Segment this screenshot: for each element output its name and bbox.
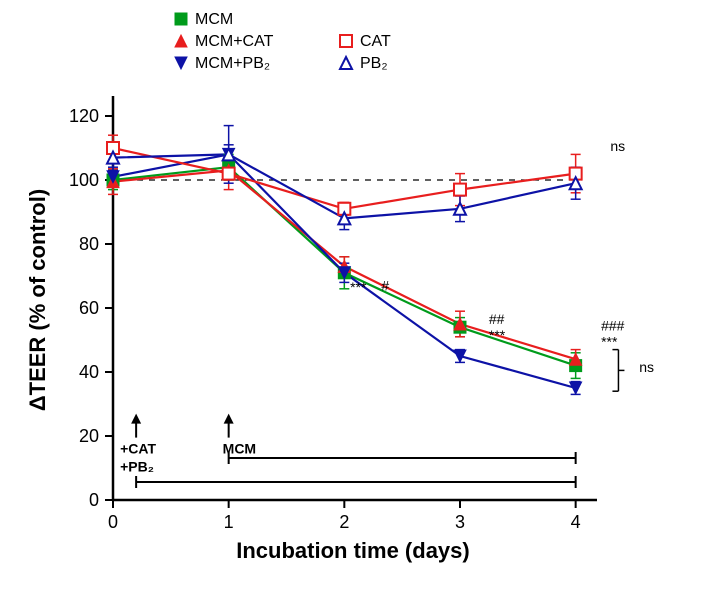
x-axis-label: Incubation time (days) <box>236 538 469 563</box>
treatment-label: +CAT <box>120 441 156 457</box>
x-tick-label: 1 <box>224 512 234 532</box>
y-tick-label: 80 <box>79 234 99 254</box>
y-tick-label: 40 <box>79 362 99 382</box>
figure-container: { "figure": { "type": "line", "width": 7… <box>0 0 728 598</box>
significance-annotation: ## <box>489 311 505 327</box>
significance-annotation: ns <box>639 359 654 375</box>
y-tick-label: 100 <box>69 170 99 190</box>
y-tick-label: 120 <box>69 106 99 126</box>
legend-label: MCM+CAT <box>195 33 274 50</box>
significance-annotation: *** <box>489 327 506 343</box>
significance-annotation: *** <box>350 279 367 295</box>
significance-annotation: *** <box>601 333 618 349</box>
x-tick-label: 3 <box>455 512 465 532</box>
x-tick-label: 4 <box>571 512 581 532</box>
significance-annotation: # <box>381 277 389 293</box>
legend-label: PB₂ <box>360 55 388 72</box>
legend-label: CAT <box>360 33 391 50</box>
x-tick-label: 0 <box>108 512 118 532</box>
legend-label: MCM <box>195 11 233 28</box>
y-tick-label: 20 <box>79 426 99 446</box>
significance-annotation: ns <box>610 138 625 154</box>
y-axis-label: ΔTEER (% of control) <box>25 189 50 411</box>
y-tick-label: 0 <box>89 490 99 510</box>
significance-annotation: ### <box>601 317 625 333</box>
x-tick-label: 2 <box>339 512 349 532</box>
legend-label: MCM+PB₂ <box>195 55 270 72</box>
y-tick-label: 60 <box>79 298 99 318</box>
treatment-label: +PB₂ <box>120 459 154 475</box>
line-chart: 0 20 40 60 80 100 120 0 1 2 3 4 Incubation time (day… <box>0 0 728 598</box>
